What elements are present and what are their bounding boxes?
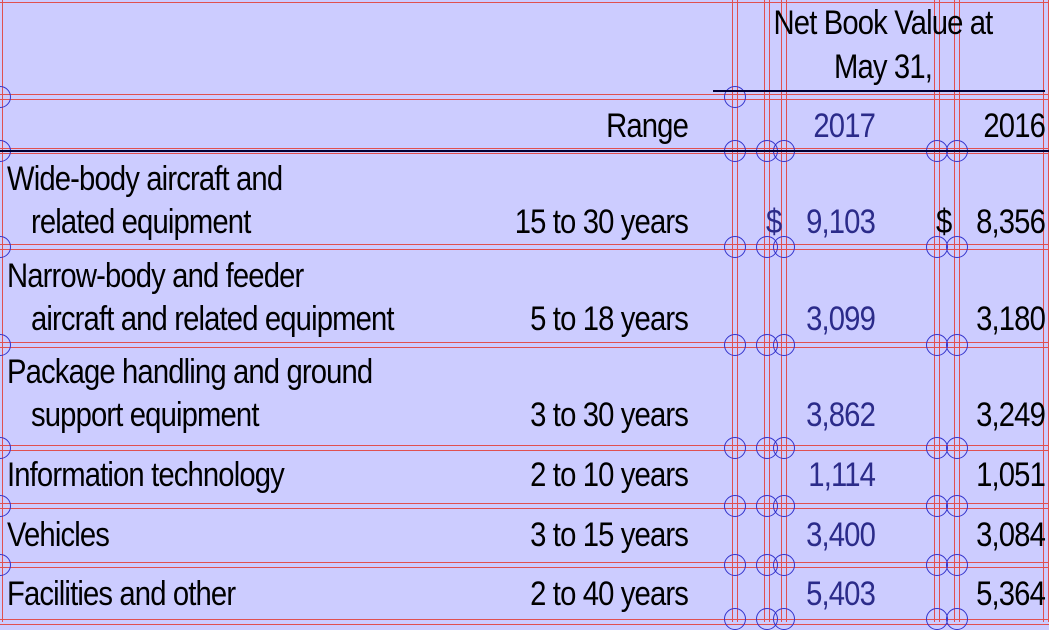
- category-label: Information technology: [7, 456, 285, 494]
- category-label: related equipment: [31, 203, 251, 241]
- cell-corner-marker: [756, 495, 778, 517]
- column-gridline: [764, 0, 770, 622]
- category-label: Facilities and other: [7, 575, 236, 613]
- value-2017: 5,403: [806, 575, 876, 613]
- row-gridline: [0, 94, 1049, 100]
- group-header-underline: [713, 90, 1045, 92]
- cell-corner-marker: [773, 554, 795, 576]
- cell-corner-marker: [926, 334, 948, 356]
- cell-corner-marker: [724, 554, 746, 576]
- range-value: 2 to 40 years: [530, 575, 689, 613]
- group-header-line2: May 31,: [833, 48, 933, 86]
- range-value: 15 to 30 years: [514, 203, 689, 241]
- cell-corner-marker: [773, 495, 795, 517]
- cell-corner-marker: [0, 86, 11, 108]
- row-gridline: [0, 503, 1049, 509]
- column-gridline: [954, 0, 960, 622]
- cell-corner-marker: [926, 437, 948, 459]
- value-2017: 9,103: [806, 203, 876, 241]
- value-2017: 3,400: [806, 516, 876, 554]
- value-2016: 3,084: [976, 516, 1046, 554]
- cell-corner-marker: [756, 334, 778, 356]
- cell-corner-marker: [773, 334, 795, 356]
- row-gridline: [0, 619, 1049, 625]
- row-gridline: [0, 244, 1049, 250]
- category-label: support equipment: [31, 396, 259, 434]
- range-value: 2 to 10 years: [530, 456, 689, 494]
- value-2016: 5,364: [976, 575, 1046, 613]
- year-2017-header: 2017: [813, 107, 875, 145]
- value-2016: 8,356: [976, 203, 1046, 241]
- value-2017: 3,099: [806, 300, 876, 338]
- category-label: Narrow-body and feeder: [7, 257, 304, 295]
- cell-corner-marker: [756, 608, 778, 630]
- year-2016-header: 2016: [983, 107, 1045, 145]
- cell-corner-marker: [926, 608, 948, 630]
- cell-corner-marker: [926, 495, 948, 517]
- cell-corner-marker: [773, 437, 795, 459]
- column-gridline: [732, 0, 738, 622]
- range-value: 3 to 30 years: [530, 396, 689, 434]
- row-gridline: [0, 445, 1049, 451]
- category-label: Vehicles: [7, 516, 110, 554]
- cell-corner-marker: [724, 437, 746, 459]
- value-2017: 1,114: [808, 456, 876, 494]
- cell-corner-marker: [756, 554, 778, 576]
- column-gridline: [934, 0, 940, 622]
- row-gridline: [0, 562, 1049, 568]
- category-label: Package handling and ground: [7, 353, 373, 391]
- column-gridline: [0, 0, 3, 622]
- value-2017: 3,862: [806, 396, 876, 434]
- group-header-line1: Net Book Value at: [773, 4, 994, 42]
- value-2016: 1,051: [976, 456, 1046, 494]
- range-column-header: Range: [606, 107, 689, 145]
- category-label: Wide-body aircraft and: [7, 160, 283, 198]
- currency-symbol: $: [936, 203, 952, 241]
- cell-corner-marker: [926, 554, 948, 576]
- value-2016: 3,180: [976, 300, 1046, 338]
- cell-corner-marker: [724, 495, 746, 517]
- header-underline: [0, 150, 1049, 152]
- currency-symbol: $: [766, 203, 782, 241]
- value-2016: 3,249: [976, 396, 1046, 434]
- cell-corner-marker: [756, 437, 778, 459]
- cell-corner-marker: [773, 608, 795, 630]
- cell-corner-marker: [724, 334, 746, 356]
- category-label: aircraft and related equipment: [31, 300, 395, 338]
- cell-corner-marker: [724, 608, 746, 630]
- cell-corner-marker: [724, 236, 746, 258]
- range-value: 5 to 18 years: [530, 300, 689, 338]
- range-value: 3 to 15 years: [530, 516, 689, 554]
- row-gridline: [0, 342, 1049, 348]
- column-gridline: [781, 0, 787, 622]
